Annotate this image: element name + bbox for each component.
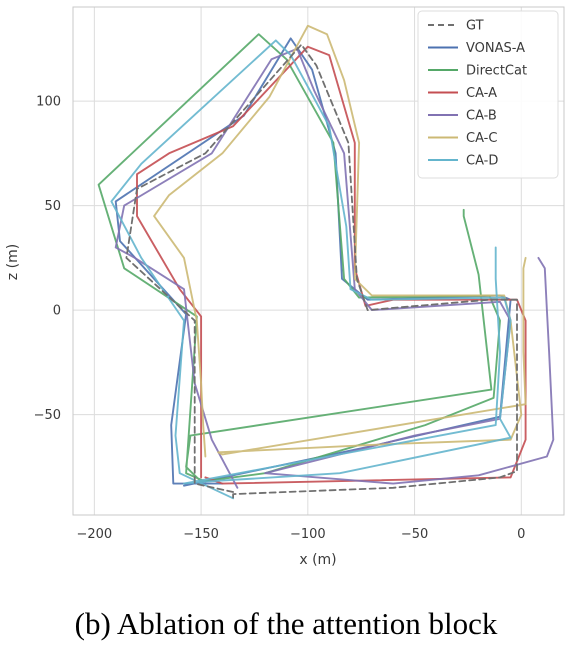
- series-group: [97, 24, 555, 502]
- y-axis-label: z (m): [5, 244, 21, 280]
- legend-label: CA-B: [466, 109, 497, 124]
- legend-label: VONAS-A: [466, 41, 525, 56]
- legend: GT VONAS-A DirectCat CA-A CA-B CA-C CA-D: [417, 10, 559, 179]
- legend-label: CA-D: [466, 154, 498, 169]
- trajectory-chart: −200 −150 −100 −50 0 −50 0 50 100 x (m) z (m) GT…: [5, 6, 565, 568]
- y-tick-label: 100: [36, 95, 61, 110]
- figure-caption: (b) Ablation of the attention block: [74, 606, 498, 641]
- series-line-ca-c: [153, 24, 527, 458]
- series-line-ca-d: [110, 39, 512, 500]
- tick-labels: −200 −150 −100 −50 0 −50 0 50 100: [34, 95, 526, 542]
- series-line-ca-a: [136, 45, 527, 485]
- y-tick-label: 0: [53, 304, 61, 319]
- series-line-directcat: [97, 33, 501, 483]
- legend-label: CA-A: [466, 86, 497, 101]
- y-tick-label: −50: [34, 408, 61, 423]
- x-tick-label: −100: [290, 527, 326, 542]
- legend-label: CA-C: [466, 131, 497, 146]
- legend-label: DirectCat: [466, 64, 527, 79]
- x-axis-label: x (m): [299, 552, 336, 568]
- plot-frame: [72, 6, 565, 516]
- x-tick-label: 0: [517, 527, 525, 542]
- x-tick-label: −200: [76, 527, 112, 542]
- x-tick-label: −150: [183, 527, 219, 542]
- x-tick-label: −50: [401, 527, 428, 542]
- series-line-gt: [125, 43, 518, 502]
- legend-label: GT: [466, 19, 484, 34]
- y-tick-label: 50: [44, 199, 61, 214]
- legend-box: [417, 10, 559, 179]
